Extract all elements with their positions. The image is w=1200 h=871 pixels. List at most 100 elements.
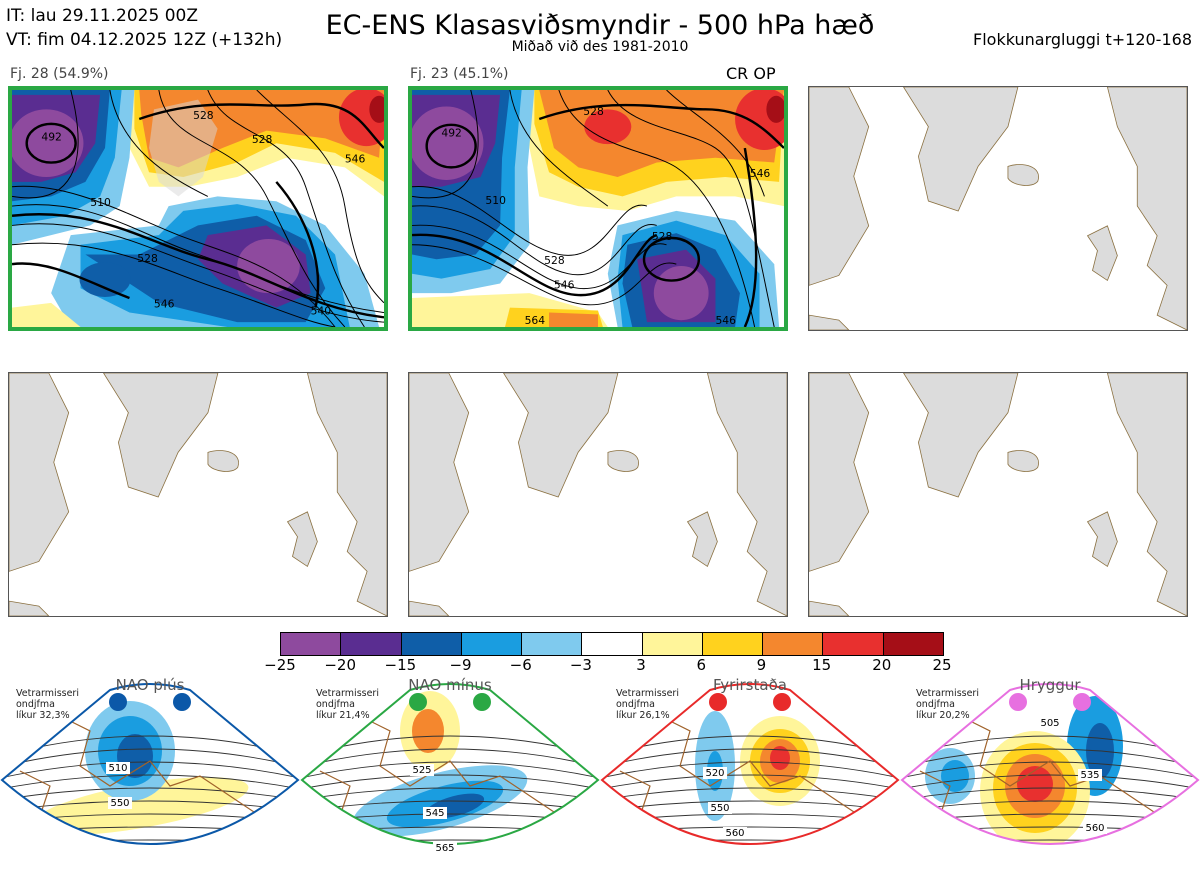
climate-regime-panel[interactable]: 525 545 565 NAO mínus Vetrarmisseri ondjfma lí… [300, 676, 600, 871]
empty-map-svg [809, 87, 1187, 330]
landmass [103, 373, 219, 498]
landmass [1086, 225, 1118, 282]
landmass [1007, 450, 1039, 472]
colorbar-swatch [401, 633, 462, 655]
colorbar-swatch [763, 633, 824, 655]
height-contour [2, 748, 298, 768]
colorbar-swatch [522, 633, 583, 655]
climate-regime-info-line: Vetrarmisseri [916, 688, 979, 699]
contour-label: 546 [715, 314, 736, 327]
empty-map-panel [808, 372, 1188, 617]
height-contour [902, 800, 1198, 812]
climate-fan-outline [300, 683, 600, 845]
landmass [207, 450, 239, 472]
landmass [809, 373, 870, 572]
landmass [1086, 511, 1118, 568]
regime-marker-dot [773, 693, 791, 711]
contour-label: 525 [412, 765, 431, 776]
contour-label: 545 [425, 808, 444, 819]
height-contour [600, 853, 900, 855]
height-contour [302, 761, 598, 779]
empty-map-svg [809, 373, 1187, 616]
climate-regime-info-line: ondjfma [616, 699, 655, 710]
climate-regime-svg: 505 535 560 [900, 683, 1200, 861]
climate-regime-info-line: líkur 21,4% [316, 710, 370, 721]
climate-regime-info-line: líkur 32,3% [16, 710, 70, 721]
landmass [686, 511, 718, 568]
height-contour [2, 774, 298, 790]
contour-label-bg [423, 807, 447, 819]
climate-fan-outline [600, 683, 900, 845]
regime-marker-dot [1009, 693, 1027, 711]
climate-regime-info-line: líkur 20,2% [916, 710, 970, 721]
colorbar-tick-label: −3 [569, 656, 592, 674]
height-contour [302, 800, 598, 812]
contour-label: 550 [110, 798, 129, 809]
anomaly-field [770, 746, 790, 770]
colorbar-swatch [702, 633, 764, 655]
contour-label: 528 [544, 254, 565, 267]
colorbar-swatch [281, 633, 342, 655]
colorbar-swatch [823, 633, 884, 655]
landmass [409, 600, 450, 616]
climate-regime-info-line: ondjfma [916, 699, 955, 710]
anomaly-field [1012, 851, 1042, 861]
contour-label: 546 [750, 167, 771, 180]
colorbar-swatch [883, 633, 943, 655]
colorbar [280, 632, 944, 656]
regime-marker-dot [709, 693, 727, 711]
contour-label-bg [1038, 717, 1062, 729]
panel-1-label: Fj. 28 (54.9%) [10, 66, 109, 82]
height-contour [0, 853, 300, 855]
colorbar-tick-label: 9 [756, 656, 767, 674]
climate-regime-info: Vetrarmisseri ondjfma líkur 26,1% [616, 688, 679, 721]
anomaly-field [941, 760, 969, 792]
climate-regime-info-line: Vetrarmisseri [16, 688, 79, 699]
regime-marker-dot [109, 693, 127, 711]
cluster-map-2[interactable]: 492 528 546 510 528 528 546 564 546 [408, 86, 788, 331]
contour-label-bg [723, 827, 747, 839]
climate-regime-panel[interactable]: 510 550 NAO plús Vetrarmisseri ondjfma líkur … [0, 676, 300, 871]
colorbar-tick-label: 25 [932, 656, 952, 674]
classification-window: Flokkunargluggi t+120-168 [973, 30, 1192, 49]
landmass [503, 373, 619, 498]
landmass [286, 511, 318, 568]
colorbar-tick-label: 6 [696, 656, 707, 674]
empty-map-svg [9, 373, 387, 616]
contour-label-bg [108, 797, 132, 809]
empty-map-panel [808, 86, 1188, 331]
climate-regime-info: Vetrarmisseri ondjfma líkur 20,2% [916, 688, 979, 721]
landmass [9, 373, 70, 572]
contour-label: 546 [345, 153, 366, 166]
climate-regime-panel[interactable]: 520 550 560 Fyrirstaða Vetrarmisseri ondjfma l… [600, 676, 900, 871]
colorbar-tick-label: −20 [324, 656, 356, 674]
climate-regime-svg: 520 550 560 [600, 683, 900, 855]
regime-marker-dot [173, 693, 191, 711]
climate-regime-svg: 525 545 565 [300, 683, 600, 854]
landmass [307, 373, 387, 616]
colorbar-tick-label: 15 [812, 656, 832, 674]
issue-time: IT: lau 29.11.2025 00Z [6, 6, 198, 26]
height-contour [2, 787, 298, 801]
landmass [809, 600, 850, 616]
contour-label: 505 [1040, 718, 1059, 729]
contour-label: 550 [710, 803, 729, 814]
empty-map-panel [8, 372, 388, 617]
climate-regime-panel[interactable]: 505 535 560 Hryggur Vetrarmisseri ondjfma líku… [900, 676, 1200, 871]
climate-regime-title: NAO mínus [408, 676, 492, 694]
height-contour [602, 774, 898, 790]
colorbar-tick-label: −9 [449, 656, 472, 674]
contour-label: 540 [311, 304, 332, 317]
regime-marker-dot [409, 693, 427, 711]
landmass [1107, 373, 1187, 616]
contour-label: 564 [525, 314, 546, 327]
control-run-marker: CR OP [726, 64, 776, 83]
contour-label-bg [106, 762, 130, 774]
climate-regime-title: NAO plús [115, 676, 185, 694]
contour-label-bg [1083, 822, 1107, 834]
cluster-map-1[interactable]: 492 528 528 546 510 528 546 540 [8, 86, 388, 331]
contour-label: 535 [1080, 770, 1099, 781]
contour-label-bg [708, 802, 732, 814]
contour-label: 492 [441, 126, 462, 139]
panel-2-label: Fj. 23 (45.1%) [410, 66, 509, 82]
